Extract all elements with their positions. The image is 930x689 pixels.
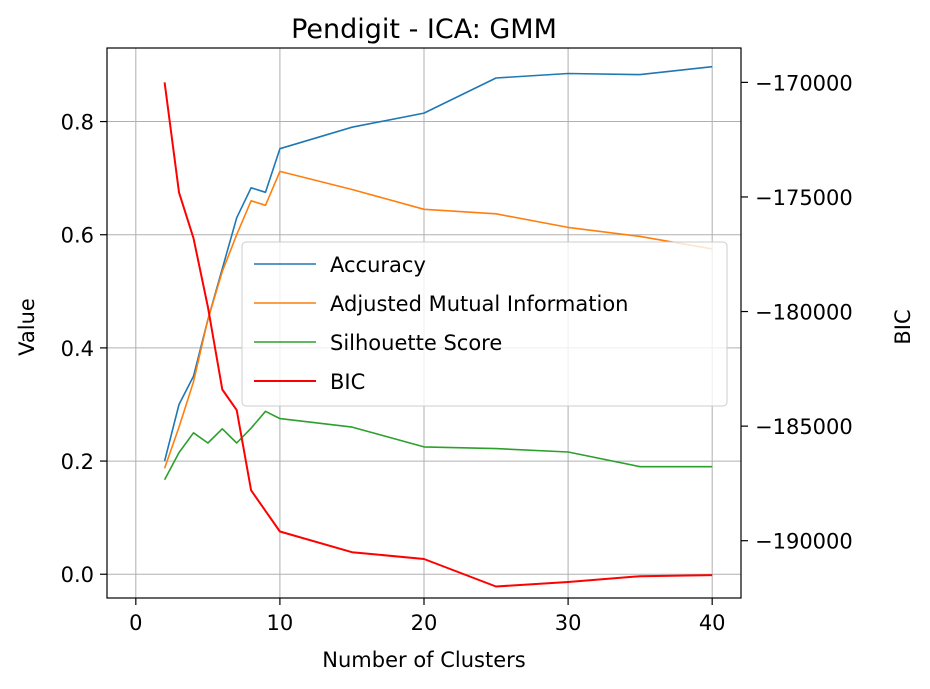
series-line-accuracy	[163, 65, 713, 462]
y-tick-label: 0.4	[61, 337, 94, 361]
x-axis-label: Number of Clusters	[322, 648, 525, 672]
y2-tick-label: −170000	[755, 71, 853, 95]
legend-label: Adjusted Mutual Information	[330, 292, 628, 316]
x-tick-label: 20	[411, 611, 438, 635]
legend: Accuracy Adjusted Mutual Information Silho…	[241, 241, 728, 407]
y-tick-label: 0.6	[61, 224, 94, 248]
series-lines	[163, 65, 713, 588]
y-tick-label: 0.2	[61, 450, 94, 474]
legend-label: Silhouette Score	[330, 331, 502, 355]
x-tick-label: 0	[129, 611, 142, 635]
legend-label: BIC	[330, 370, 365, 394]
y2-tick-label: −180000	[755, 301, 853, 325]
y2-tick-label: −185000	[755, 415, 853, 439]
x-axis: 0 10 20 30 40	[129, 598, 726, 635]
legend-box	[241, 241, 728, 407]
y2-tick-label: −190000	[755, 530, 853, 554]
legend-label: Accuracy	[330, 253, 426, 277]
y-axis-right: −170000 −175000 −180000 −185000 −190000	[741, 71, 853, 554]
y-tick-label: 0.0	[61, 563, 94, 587]
y-axis-label: Value	[15, 298, 39, 356]
x-tick-label: 10	[267, 611, 294, 635]
x-tick-label: 30	[555, 611, 582, 635]
series-line-silhouette-score	[163, 410, 713, 481]
series-line-adjusted-mutual-information	[163, 170, 713, 469]
y2-axis-label: BIC	[891, 309, 915, 344]
y2-tick-label: −175000	[755, 186, 853, 210]
y-tick-label: 0.8	[61, 111, 94, 135]
series-line-bic	[163, 82, 713, 588]
y-axis-left: 0.0 0.2 0.4 0.6 0.8	[61, 111, 107, 587]
chart-title: Pendigit - ICA: GMM	[291, 14, 557, 45]
x-tick-label: 40	[699, 611, 726, 635]
